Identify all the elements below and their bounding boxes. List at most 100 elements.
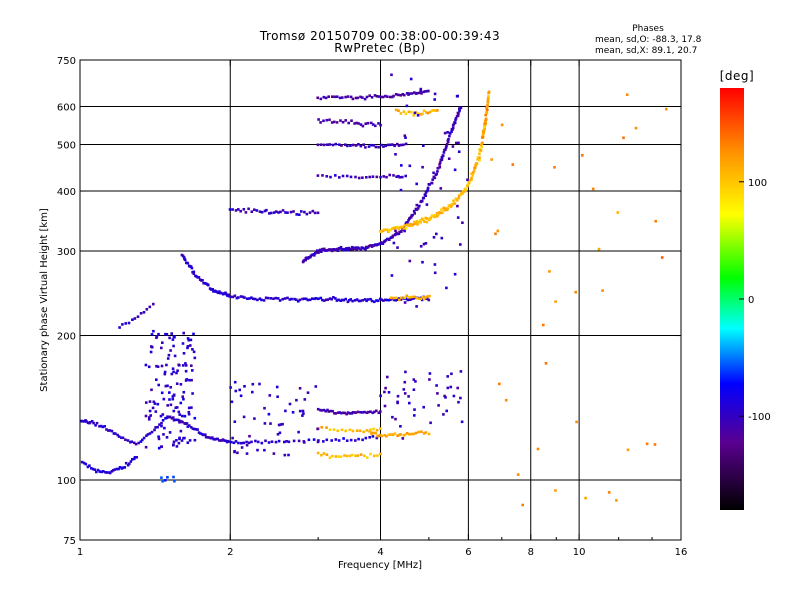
echo-point [157, 332, 160, 336]
echo-point [340, 428, 344, 432]
echo-point [222, 439, 226, 442]
echo-point [295, 213, 298, 216]
echo-point [219, 439, 223, 442]
echo-point [452, 394, 456, 398]
echo-point [494, 232, 497, 236]
echo-point [186, 346, 189, 350]
echo-point [399, 94, 403, 97]
echo-point [422, 242, 426, 246]
echo-point [113, 468, 117, 471]
echo-point [384, 144, 387, 148]
echo-point [404, 112, 408, 116]
echo-point [188, 378, 191, 382]
echo-point [487, 90, 491, 94]
colorbar-ticks: 100 0 -100 [739, 178, 771, 423]
echo-point [334, 438, 338, 441]
echo-point [364, 146, 367, 149]
echo-point [382, 299, 385, 302]
echo-point [412, 378, 416, 381]
echo-point [297, 430, 300, 434]
echo-point [441, 211, 444, 214]
echo-point [145, 308, 149, 311]
echo-point [350, 245, 354, 249]
echo-point [457, 196, 461, 200]
echo-point [195, 275, 198, 278]
echo-point [451, 145, 455, 148]
echo-point [181, 254, 185, 258]
echo-point [359, 453, 363, 456]
echo-point [364, 122, 367, 125]
echo-point [335, 299, 339, 302]
echo-point [413, 220, 416, 224]
echo-point [317, 439, 320, 442]
echo-point [397, 144, 401, 147]
x-tick-label: 16 [675, 547, 688, 558]
echo-point [319, 143, 323, 146]
echo-point [364, 436, 368, 440]
echo-point [402, 110, 406, 113]
echo-point [147, 365, 151, 369]
echo-point [405, 223, 409, 227]
echo-point [471, 174, 474, 177]
echo-point [277, 211, 280, 214]
echo-point [291, 411, 295, 414]
echo-point [253, 208, 256, 211]
echo-point [399, 112, 403, 115]
echo-point [437, 211, 441, 214]
echo-point [456, 94, 459, 98]
echo-point [340, 144, 343, 147]
y-tick-label: 400 [57, 187, 76, 198]
echo-point [314, 297, 318, 300]
echo-point [354, 144, 358, 147]
echo-point [405, 294, 409, 298]
echo-point [224, 439, 227, 442]
echo-point [137, 441, 140, 445]
echo-point [279, 210, 282, 214]
echo-point [371, 411, 375, 415]
echo-point [227, 293, 230, 297]
echo-point [183, 414, 187, 418]
echo-point [355, 298, 359, 301]
echo-point [303, 210, 306, 214]
echo-point [366, 298, 370, 301]
echo-point [274, 296, 278, 300]
echo-point [128, 462, 131, 465]
echo-point [184, 362, 187, 365]
echo-point [424, 90, 427, 93]
echo-point [354, 454, 357, 458]
echo-point [375, 436, 379, 440]
echo-point [394, 153, 397, 156]
echo-point [374, 431, 377, 435]
echo-point [193, 356, 197, 360]
echo-point [339, 245, 343, 249]
echo-point [380, 298, 383, 302]
echo-point [425, 111, 428, 114]
echo-point [536, 447, 540, 451]
echo-point [237, 208, 240, 211]
echo-point [420, 298, 424, 302]
echo-point [160, 421, 163, 425]
echo-point [289, 210, 293, 214]
echo-point [445, 144, 448, 148]
echo-point [379, 410, 382, 413]
echo-point [136, 315, 140, 318]
echo-point [418, 297, 421, 301]
echo-point [124, 461, 128, 465]
echo-point [429, 216, 433, 220]
echo-point [331, 143, 335, 147]
echo-point [172, 418, 176, 422]
echo-point [410, 110, 413, 114]
echo-point [379, 175, 382, 179]
echo-point [148, 416, 151, 419]
echo-point [234, 389, 238, 393]
echo-point [357, 122, 360, 125]
echo-point [409, 215, 413, 219]
echo-point [94, 424, 97, 427]
echo-point [156, 365, 160, 368]
echo-point [181, 364, 185, 367]
echo-point [168, 415, 172, 419]
echo-point [326, 298, 330, 301]
echo-point [165, 436, 169, 439]
echo-point [108, 471, 112, 475]
echo-point [153, 402, 157, 405]
